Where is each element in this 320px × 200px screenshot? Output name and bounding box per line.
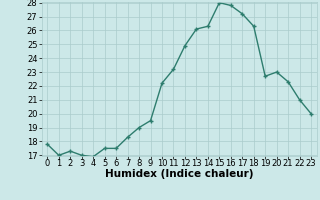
X-axis label: Humidex (Indice chaleur): Humidex (Indice chaleur) <box>105 169 253 179</box>
